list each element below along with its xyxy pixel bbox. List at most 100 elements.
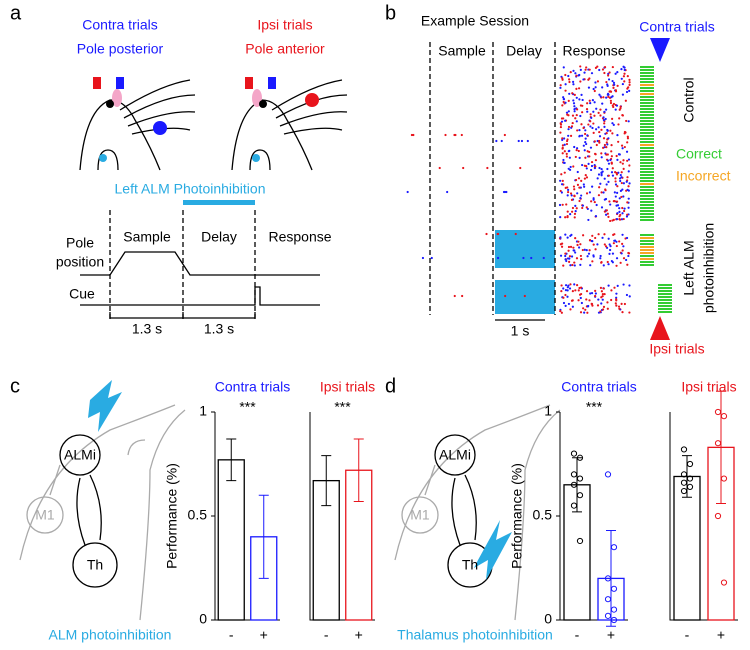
raster-dot [583, 185, 586, 188]
annotation: *** [334, 399, 351, 415]
raster-dot [616, 191, 619, 194]
raster-dot [621, 311, 624, 314]
raster-dot [574, 178, 578, 182]
raster-dot [615, 154, 618, 158]
trial-outcome [640, 252, 654, 254]
raster-dot [583, 177, 586, 180]
raster-dot [566, 236, 569, 239]
y-tick-label: 1 [544, 403, 552, 419]
raster-dot [579, 263, 582, 266]
raster-dot [567, 245, 571, 249]
trial-outcome [640, 66, 654, 68]
duration-label: 1.3 s [204, 321, 234, 337]
raster-dot [421, 256, 425, 260]
raster-dot [614, 180, 617, 183]
raster-dot [505, 190, 508, 194]
chart-title: Contra trials [561, 379, 636, 395]
raster-dot [591, 185, 594, 188]
raster-dot [617, 171, 620, 174]
raster-dot [611, 79, 614, 83]
raster-dot [586, 110, 589, 113]
raster-dot [559, 189, 562, 193]
raster-dot [607, 95, 610, 98]
raster-dot [567, 128, 570, 131]
raster-dot [573, 110, 576, 113]
raster-dot [570, 194, 573, 197]
raster-dot [603, 243, 606, 246]
data-point [570, 450, 578, 457]
raster-dot [586, 255, 589, 258]
raster-dot [582, 307, 585, 310]
raster-dot [602, 137, 606, 140]
raster-dot [609, 245, 612, 248]
raster-dot [585, 289, 589, 293]
raster-dot [603, 210, 606, 213]
raster-dot [559, 131, 562, 134]
epoch-label: Response [562, 43, 625, 59]
raster-dot [626, 176, 629, 179]
raster-dot [605, 209, 608, 212]
raster-dot [577, 87, 581, 90]
raster-dot [616, 84, 619, 87]
raster-dot [615, 173, 619, 176]
raster-dot [598, 93, 601, 96]
x-axis-label: Thalamus photoinhibition [397, 627, 553, 643]
raster-dot [590, 239, 593, 243]
raster-dot [574, 72, 577, 75]
raster-dot [627, 170, 630, 173]
raster-dot [620, 144, 624, 147]
raster-dot [576, 243, 579, 247]
raster-dot [625, 90, 629, 94]
raster-dot [561, 179, 564, 182]
raster-dot [574, 204, 577, 207]
raster-dot [520, 139, 524, 143]
data-point [576, 537, 584, 545]
raster-dot [578, 199, 581, 203]
panel-label: a [10, 2, 22, 24]
ipsi-title: Ipsi trials [257, 17, 312, 33]
raster-dot [569, 283, 572, 286]
raster-dot [573, 212, 577, 216]
data-point [576, 475, 584, 482]
raster-dot [584, 137, 587, 140]
raster-dot [573, 216, 576, 219]
raster-dot [614, 90, 618, 93]
raster-dot [585, 142, 588, 146]
raster-dot [622, 182, 625, 185]
raster-dot [614, 72, 617, 75]
raster-dot [572, 99, 575, 102]
raster-dot [597, 233, 600, 236]
raster-dot [621, 212, 624, 215]
raster-dot [517, 139, 520, 143]
raster-dot [621, 233, 624, 236]
raster-dot [622, 195, 625, 198]
data-point [576, 492, 584, 499]
raster-dot [607, 284, 610, 287]
raster [406, 42, 672, 321]
pole-label: Pole [66, 235, 94, 251]
raster-dot [628, 81, 631, 84]
raster-dot [597, 111, 600, 114]
raster-dot [453, 294, 456, 298]
trial-outcome [640, 144, 654, 146]
raster-dot [591, 234, 594, 237]
raster-dot [622, 75, 626, 78]
raster-dot [603, 122, 606, 125]
raster-dot [610, 171, 614, 174]
raster-dot [600, 174, 603, 177]
trial-outcome [640, 138, 654, 140]
ipsi-label: Ipsi trials [649, 341, 704, 357]
raster-dot [622, 65, 625, 68]
raster-dot [571, 206, 575, 210]
raster-dot [623, 207, 626, 210]
raster-dot [607, 93, 610, 96]
raster-dot [600, 191, 603, 194]
raster-dot [562, 264, 565, 267]
trial-outcome [640, 195, 654, 197]
y-tick-label: 0 [199, 611, 207, 627]
raster-dot [564, 252, 567, 255]
trial-outcome [640, 96, 654, 98]
raster-dot [600, 261, 603, 264]
raster-dot [593, 140, 596, 143]
raster-dot [572, 83, 575, 86]
